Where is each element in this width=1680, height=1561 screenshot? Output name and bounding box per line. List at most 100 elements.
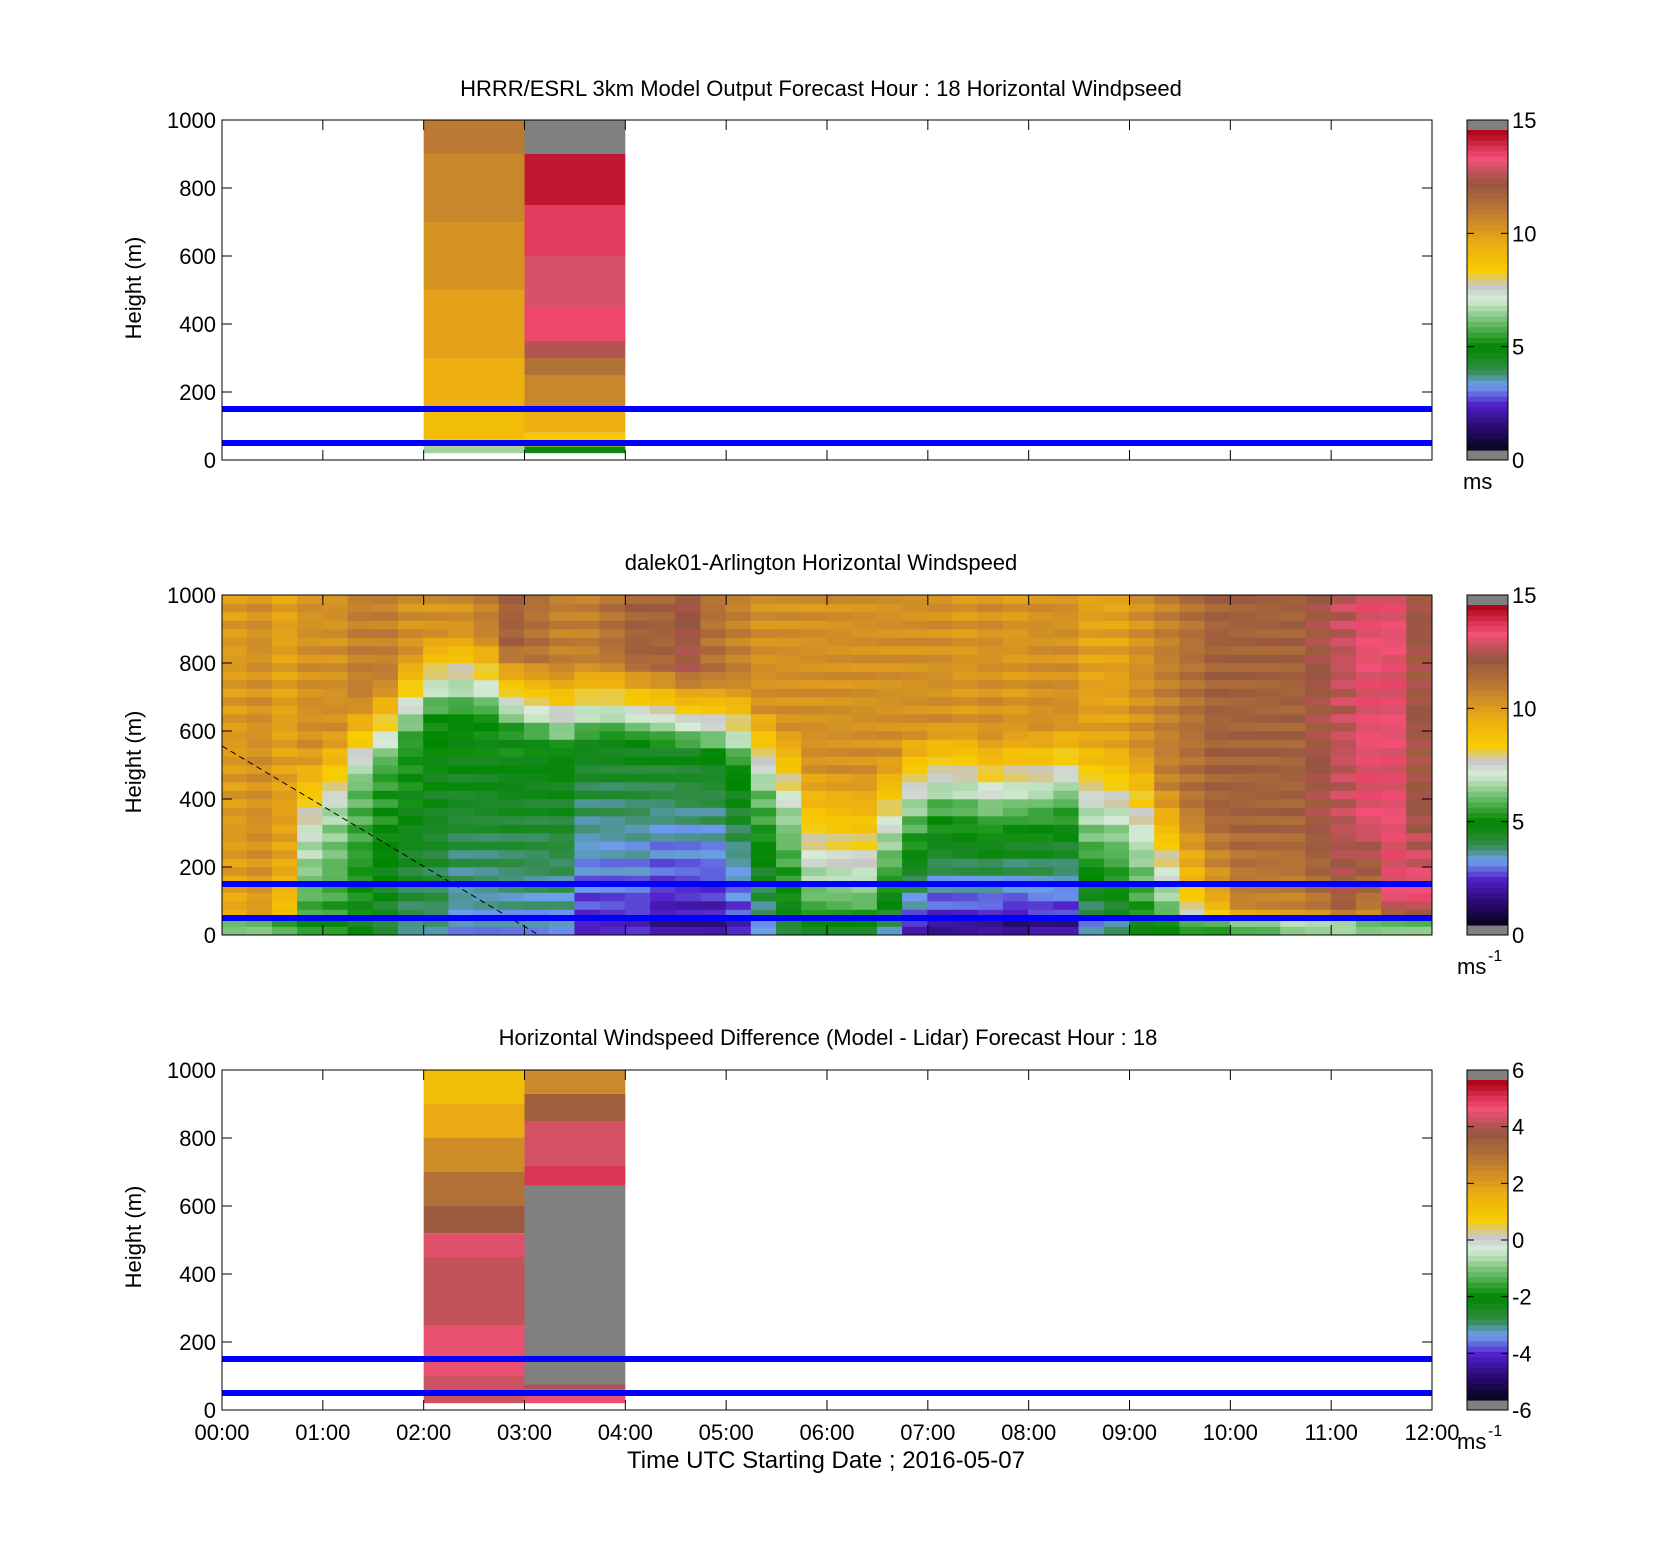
heatmap-cell [1305,654,1332,664]
heatmap-cell [1381,645,1407,655]
heatmap-cell [524,1185,626,1385]
heatmap-cell [1154,603,1180,613]
heatmap-cell [271,892,298,902]
heatmap-cell [1255,892,1281,902]
heatmap-cell [549,909,575,919]
heatmap-cell [1305,705,1332,715]
colorbar-swatch [1467,359,1508,366]
heatmap-cell [1255,679,1281,689]
heatmap-cell [297,917,323,927]
heatmap-cell [448,688,474,698]
heatmap-cell [448,603,474,613]
colorbar-swatch [1467,172,1508,179]
heatmap-cell [650,773,676,783]
heatmap-cell [574,764,601,774]
heatmap-cell [1103,620,1130,630]
heatmap-cell [700,722,727,732]
heatmap-cell [1255,756,1281,766]
colorbar-swatch [1467,1138,1508,1145]
heatmap-cell [1280,807,1306,817]
heatmap-cell [271,654,298,664]
heatmap-cell [876,662,903,672]
heatmap-cell [372,773,399,783]
heatmap-cell [977,773,1004,783]
heatmap-cell [347,790,374,800]
heatmap-cell [927,730,953,740]
heatmap-cell [423,892,449,902]
heatmap-cell [1330,696,1357,706]
colorbar-swatch [1467,717,1508,723]
heatmap-cell [322,654,348,664]
heatmap-cell [650,620,676,630]
heatmap-cell [599,790,626,800]
heatmap-cell [1355,594,1382,604]
heatmap-cell [801,841,827,851]
heatmap-cell [927,747,953,757]
heatmap-cell [675,662,701,672]
heatmap-cell [776,671,802,681]
heatmap-cell [750,688,777,698]
heatmap-cell [1103,730,1130,740]
heatmap-cell [1028,645,1054,655]
heatmap-cell [650,875,676,885]
heatmap-cell [1330,662,1357,672]
heatmap-cell [271,756,298,766]
heatmap-cell [297,628,323,638]
heatmap-cell [1053,773,1079,783]
heatmap-cell [498,866,525,876]
heatmap-cell [423,1257,525,1325]
heatmap-cell [952,900,979,910]
heatmap-cell [750,628,777,638]
colorbar-nan-cap [1467,925,1508,935]
heatmap-cell [1381,756,1407,766]
heatmap-cell [498,841,525,851]
heatmap-cell [397,824,424,834]
heatmap-cell [1355,790,1382,800]
heatmap-cell [1305,679,1332,689]
heatmap-cell [297,900,323,910]
heatmap-cell [1053,628,1079,638]
heatmap-cell [523,917,550,927]
heatmap-cell [1305,645,1332,655]
colorbar-swatch [1467,829,1508,835]
colorbar-swatch [1467,295,1508,302]
heatmap-cell [322,739,348,749]
heatmap-cell [549,875,575,885]
heatmap-cell [700,603,727,613]
heatmap-cell [322,790,348,800]
heatmap-cell [977,841,1004,851]
heatmap-cell [700,645,727,655]
heatmap-cell [1179,713,1206,723]
heatmap-cell [549,815,575,825]
heatmap-cell [902,790,928,800]
heatmap-cell [700,790,727,800]
heatmap-cell [1229,679,1256,689]
heatmap-cell [1229,926,1256,936]
heatmap-cell [297,637,323,647]
colorbar-swatch [1467,1106,1508,1113]
heatmap-cell [1229,798,1256,808]
heatmap-cell [574,611,601,621]
heatmap-cell [549,671,575,681]
heatmap-cell [347,594,374,604]
heatmap-cell [1103,866,1130,876]
heatmap-cell [750,671,777,681]
x-tick-label: 01:00 [295,1420,350,1445]
heatmap-cell [322,628,348,638]
heatmap-cell [372,866,399,876]
heatmap-cell [1280,671,1306,681]
colorbar-swatch [1467,1128,1508,1134]
heatmap-cell [675,603,701,613]
heatmap-cell [952,764,979,774]
y-tick-label: 400 [179,312,216,337]
heatmap-cell [574,620,601,630]
heatmap-cell [1330,858,1357,868]
heatmap-cell [322,798,348,808]
heatmap-cell [1204,679,1231,689]
heatmap-cell [977,620,1004,630]
colorbar-swatch [1467,701,1508,707]
heatmap-cell [549,781,575,791]
heatmap-cell [801,900,827,910]
colorbar-swatch [1467,423,1508,430]
heatmap-cell [1179,892,1206,902]
